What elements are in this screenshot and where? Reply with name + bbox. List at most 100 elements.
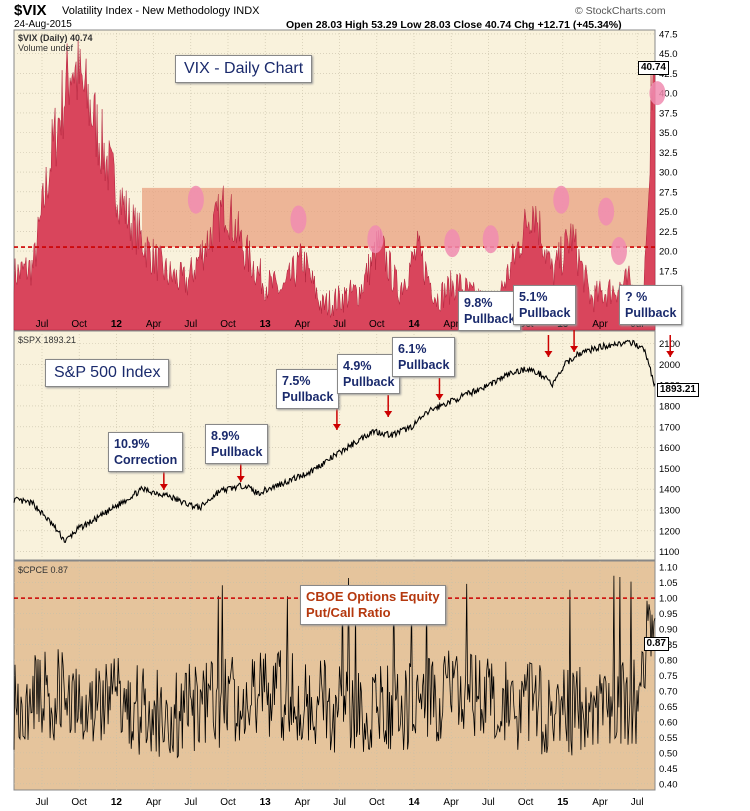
x-tick-label: Jul	[184, 797, 197, 808]
x-tick-label: Apr	[443, 797, 459, 808]
y-tick-label: 1700	[659, 422, 680, 433]
cpce-last-value: 0.87	[643, 637, 669, 651]
x-tick-label: 12	[111, 797, 123, 808]
spike-highlight	[649, 81, 666, 106]
y-tick-label: 1300	[659, 506, 680, 517]
annotation-box: ? % Pullback	[619, 285, 683, 325]
spike-highlight	[598, 197, 615, 226]
spx-legend: $SPX 1893.21	[18, 335, 77, 345]
cpce-title-line-2: Put/Call Ratio	[306, 605, 391, 620]
x-tick-label: Oct	[369, 319, 385, 330]
y-tick-label: 0.45	[659, 764, 678, 775]
y-tick-label: 32.5	[659, 148, 678, 159]
x-tick-label: 14	[408, 319, 420, 330]
cpce-title-box: CBOE Options Equity Put/Call Ratio	[300, 585, 446, 625]
y-tick-label: 0.65	[659, 702, 678, 713]
vix-legend: $VIX (Daily) 40.74	[18, 33, 93, 43]
spx-title-box: S&P 500 Index	[45, 359, 170, 387]
y-tick-label: 25.0	[659, 207, 678, 218]
x-tick-label: Jul	[482, 797, 495, 808]
y-tick-label: 0.55	[659, 733, 678, 744]
pullback-arrow-head	[544, 351, 553, 357]
y-tick-label: 0.60	[659, 717, 678, 728]
vix-last-value: 40.74	[637, 61, 669, 75]
x-tick-label: Apr	[592, 797, 608, 808]
y-tick-label: 0.90	[659, 625, 678, 636]
y-tick-label: 27.5	[659, 187, 678, 198]
spike-highlight	[187, 185, 204, 214]
x-tick-label: 15	[557, 797, 569, 808]
y-tick-label: 40.0	[659, 89, 678, 100]
y-tick-label: 1600	[659, 443, 680, 454]
annotation-box: 5.1% Pullback	[513, 285, 577, 325]
x-tick-label: Jul	[631, 797, 644, 808]
date-label: 24-Aug-2015	[14, 19, 72, 30]
symbol: $VIX	[14, 2, 47, 19]
x-tick-label: Oct	[518, 797, 534, 808]
instrument-name: Volatility Index - New Methodology INDX	[62, 5, 260, 17]
x-tick-label: Jul	[36, 319, 49, 330]
y-tick-label: 0.70	[659, 686, 678, 697]
x-tick-label: Jul	[36, 797, 49, 808]
y-tick-label: 1.05	[659, 578, 678, 589]
x-tick-label: Oct	[369, 797, 385, 808]
x-tick-label: 13	[260, 319, 272, 330]
annotation-box: 4.9% Pullback	[337, 354, 401, 394]
y-tick-label: 1200	[659, 526, 680, 537]
y-tick-label: 47.5	[659, 29, 678, 40]
spike-highlight	[610, 237, 627, 266]
y-tick-label: 20.0	[659, 247, 678, 258]
pullback-arrow-head	[384, 411, 393, 417]
y-tick-label: 1400	[659, 485, 680, 496]
spike-highlight	[553, 185, 570, 214]
y-tick-label: 1.10	[659, 563, 678, 574]
x-tick-label: 14	[408, 797, 420, 808]
x-tick-label: Apr	[146, 319, 162, 330]
x-axis: Jul Jul Oct Oct 12 12 Apr Apr Jul Jul Oct Oct 13 13 Ap…	[36, 319, 644, 808]
y-tick-label: 1800	[659, 401, 680, 412]
x-tick-label: Apr	[592, 319, 608, 330]
y-tick-label: 0.40	[659, 779, 678, 790]
cpce-legend: $CPCE 0.87	[18, 565, 69, 575]
y-tick-label: 0.80	[659, 656, 678, 667]
y-tick-label: 0.50	[659, 748, 678, 759]
spike-highlight	[290, 205, 307, 234]
x-tick-label: Jul	[333, 797, 346, 808]
cpce-line	[13, 575, 656, 759]
pullback-arrow-head	[570, 346, 579, 352]
annotation-box: 10.9% Correction	[108, 432, 184, 472]
x-tick-label: Apr	[295, 797, 311, 808]
x-tick-label: 12	[111, 319, 123, 330]
y-tick-label: 35.0	[659, 128, 678, 139]
spike-highlight	[444, 229, 461, 258]
y-tick-label: 0.95	[659, 609, 678, 620]
x-tick-label: Oct	[71, 319, 87, 330]
y-tick-label: 0.75	[659, 671, 678, 682]
vix-title-box: VIX - Daily Chart	[175, 55, 313, 83]
y-tick-label: 22.5	[659, 227, 678, 238]
spx-line	[13, 339, 656, 544]
stockcharts-logo: © StockCharts.com	[575, 5, 666, 17]
vix-panel: 12.515.017.520.022.525.027.530.032.535.0…	[13, 29, 678, 331]
pullback-arrow-head	[236, 476, 245, 482]
pullback-arrow-head	[159, 484, 168, 490]
y-tick-label: 1.00	[659, 594, 678, 605]
annotation-box: 6.1% Pullback	[392, 337, 456, 377]
y-tick-label: 17.5	[659, 266, 678, 277]
y-tick-label: 30.0	[659, 168, 678, 179]
pullback-arrow-head	[666, 351, 675, 357]
x-tick-label: Jul	[184, 319, 197, 330]
y-tick-label: 1500	[659, 464, 680, 475]
y-tick-label: 37.5	[659, 108, 678, 119]
spike-highlight	[482, 225, 499, 254]
x-tick-label: Apr	[295, 319, 311, 330]
ohlc-readout: Open 28.03 High 53.29 Low 28.03 Close 40…	[286, 19, 622, 31]
x-tick-label: Apr	[146, 797, 162, 808]
cpce-title-line-1: CBOE Options Equity	[306, 589, 440, 604]
x-tick-label: 13	[260, 797, 272, 808]
vix-area	[13, 39, 656, 331]
x-tick-label: Oct	[220, 319, 236, 330]
x-tick-label: Oct	[220, 797, 236, 808]
spx-last-value: 1893.21	[656, 383, 699, 397]
